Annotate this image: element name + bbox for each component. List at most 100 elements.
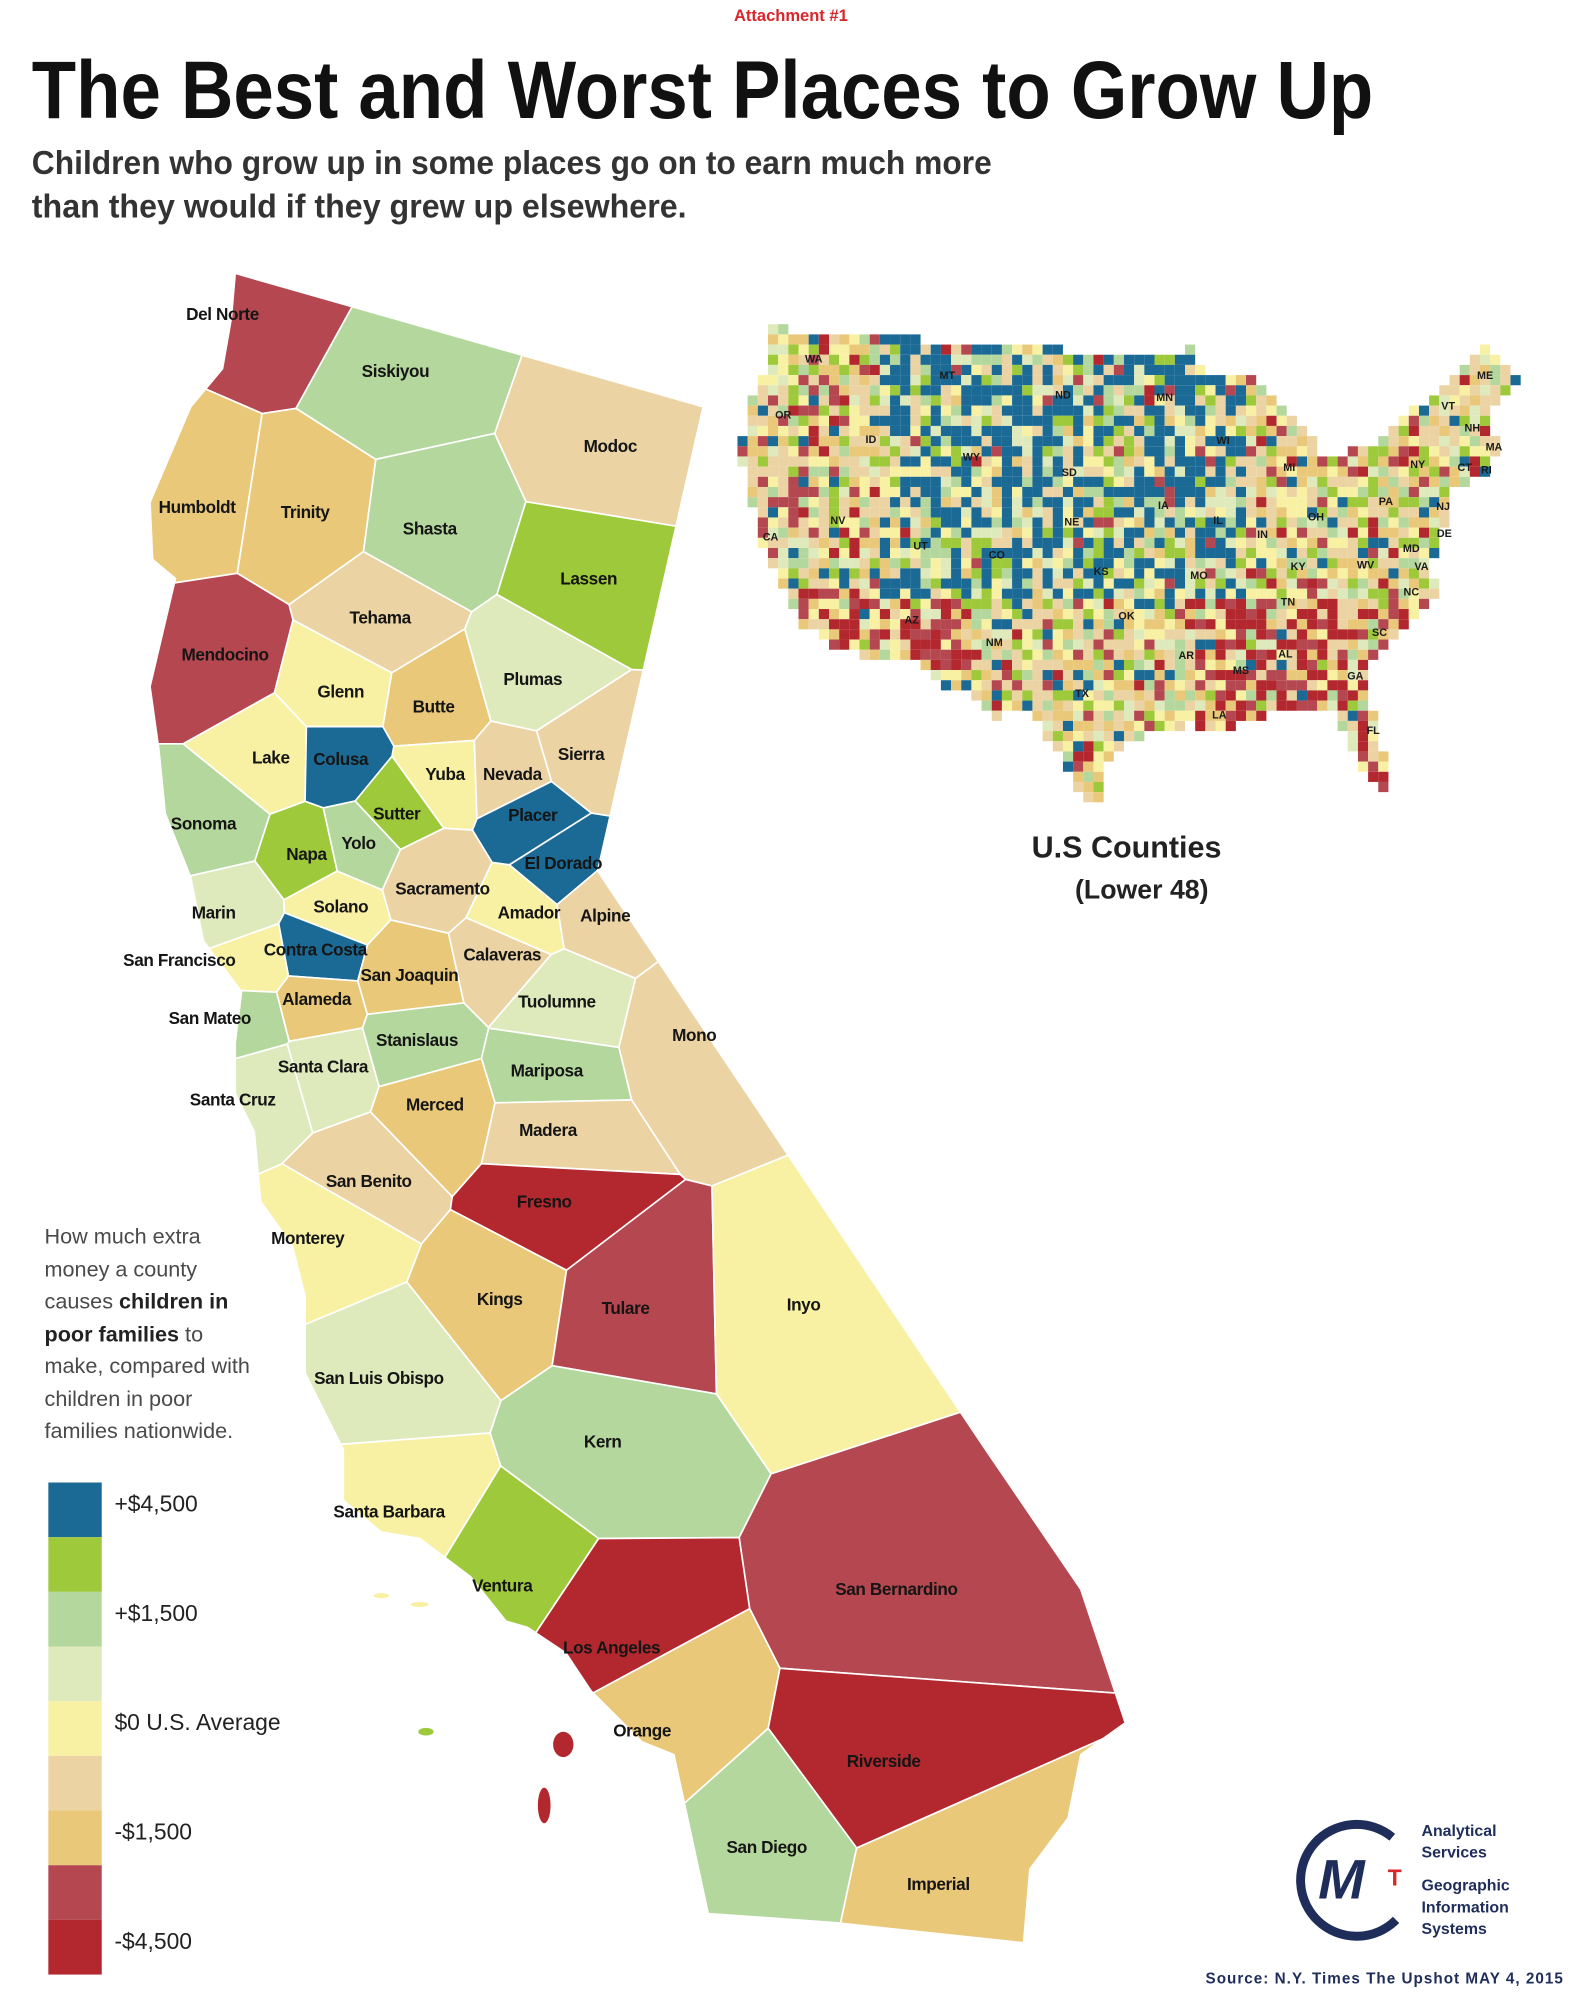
county-cell bbox=[1113, 466, 1124, 477]
county-cell bbox=[859, 405, 870, 416]
county-cell bbox=[1296, 659, 1308, 671]
county-cell bbox=[1225, 649, 1236, 660]
county-cell bbox=[1083, 568, 1094, 579]
county-cell bbox=[1378, 781, 1389, 793]
county-cell bbox=[1195, 680, 1206, 691]
county-cell bbox=[829, 395, 840, 406]
county-cell bbox=[940, 405, 952, 416]
county-cell bbox=[1449, 405, 1460, 416]
county-cell bbox=[767, 547, 779, 559]
county-cell bbox=[1164, 497, 1175, 508]
county-cell bbox=[920, 456, 931, 467]
county-cell bbox=[869, 425, 880, 437]
title: The Best and Worst Places to Grow Up bbox=[32, 45, 1373, 136]
county-cell bbox=[1185, 436, 1196, 447]
county-cell bbox=[1266, 690, 1277, 701]
county-cell bbox=[1408, 609, 1419, 620]
county-cell bbox=[920, 476, 931, 487]
county-cell bbox=[1164, 639, 1175, 650]
county-cell bbox=[798, 395, 809, 406]
county-cell bbox=[1195, 629, 1206, 640]
county-cell bbox=[1113, 425, 1124, 437]
county-cell bbox=[1185, 415, 1196, 426]
county-cell bbox=[1093, 354, 1104, 365]
county-cell bbox=[1205, 375, 1216, 386]
county-cell bbox=[1032, 690, 1043, 701]
county-cell bbox=[859, 568, 870, 579]
county-cell bbox=[1032, 354, 1043, 365]
county-cell bbox=[1185, 649, 1196, 660]
legend-label: +$1,500 bbox=[114, 1600, 197, 1626]
county-cell bbox=[1083, 690, 1094, 701]
county-cell bbox=[1032, 385, 1043, 396]
county-cell bbox=[808, 609, 819, 620]
county-label: Sierra bbox=[558, 744, 605, 764]
county-cell bbox=[991, 517, 1002, 528]
county-cell bbox=[1347, 639, 1358, 650]
county-cell bbox=[1398, 578, 1409, 589]
county-cell bbox=[1001, 364, 1013, 376]
county-cell bbox=[1235, 619, 1247, 630]
county-cell bbox=[991, 710, 1002, 721]
county-cell bbox=[879, 456, 891, 467]
county-cell bbox=[940, 486, 952, 498]
county-cell bbox=[1134, 476, 1145, 487]
county-cell bbox=[767, 385, 779, 396]
county-cell bbox=[1347, 527, 1358, 538]
county-cell bbox=[1073, 568, 1084, 579]
county-cell bbox=[1195, 486, 1206, 498]
county-cell bbox=[798, 527, 809, 538]
county-cell bbox=[1235, 476, 1247, 487]
county-cell bbox=[1164, 558, 1175, 569]
county-cell bbox=[961, 415, 972, 426]
county-cell bbox=[1174, 537, 1186, 548]
county-cell bbox=[1266, 436, 1277, 447]
county-cell bbox=[859, 334, 870, 345]
county-cell bbox=[879, 609, 891, 620]
county-cell bbox=[1205, 395, 1216, 406]
county-cell bbox=[1429, 446, 1440, 457]
county-cell bbox=[788, 486, 799, 498]
county-cell bbox=[971, 619, 982, 630]
legend-text-bold: children in poor families bbox=[44, 1289, 229, 1346]
county-cell bbox=[849, 466, 860, 477]
county-cell bbox=[1022, 680, 1033, 691]
county-cell bbox=[1266, 395, 1277, 406]
county-cell bbox=[900, 486, 911, 498]
county-cell bbox=[1266, 456, 1277, 467]
county-cell bbox=[1296, 456, 1308, 467]
county-cell bbox=[1073, 741, 1084, 752]
county-cell bbox=[910, 354, 921, 365]
county-cell bbox=[1083, 547, 1094, 559]
county-cell bbox=[1144, 395, 1155, 406]
county-cell bbox=[991, 659, 1002, 671]
county-cell bbox=[1103, 405, 1114, 416]
county-cell bbox=[991, 547, 1002, 559]
county-cell bbox=[900, 395, 911, 406]
county-cell bbox=[1073, 609, 1084, 620]
county-cell bbox=[1001, 578, 1013, 589]
county-cell bbox=[1052, 670, 1063, 681]
county-cell bbox=[798, 466, 809, 477]
county-label: Contra Costa bbox=[264, 940, 368, 960]
county-cell bbox=[1195, 507, 1206, 518]
county-cell bbox=[1347, 690, 1358, 701]
county-cell bbox=[951, 476, 962, 487]
county-cell bbox=[1185, 537, 1196, 548]
county-cell bbox=[788, 364, 799, 376]
county-cell bbox=[1225, 558, 1236, 569]
county-cell bbox=[1032, 517, 1043, 528]
county-cell bbox=[869, 405, 880, 416]
county-cell bbox=[778, 558, 789, 569]
county-cell bbox=[1032, 547, 1043, 559]
county-cell bbox=[1052, 385, 1063, 396]
county-cell bbox=[869, 507, 880, 518]
county-cell bbox=[859, 629, 870, 640]
county-cell bbox=[1357, 609, 1369, 620]
county-cell bbox=[1154, 700, 1165, 711]
county-cell bbox=[1154, 598, 1165, 610]
county-cell bbox=[1022, 507, 1033, 518]
county-cell bbox=[1205, 405, 1216, 416]
county-cell bbox=[981, 415, 992, 426]
county-cell bbox=[869, 578, 880, 589]
